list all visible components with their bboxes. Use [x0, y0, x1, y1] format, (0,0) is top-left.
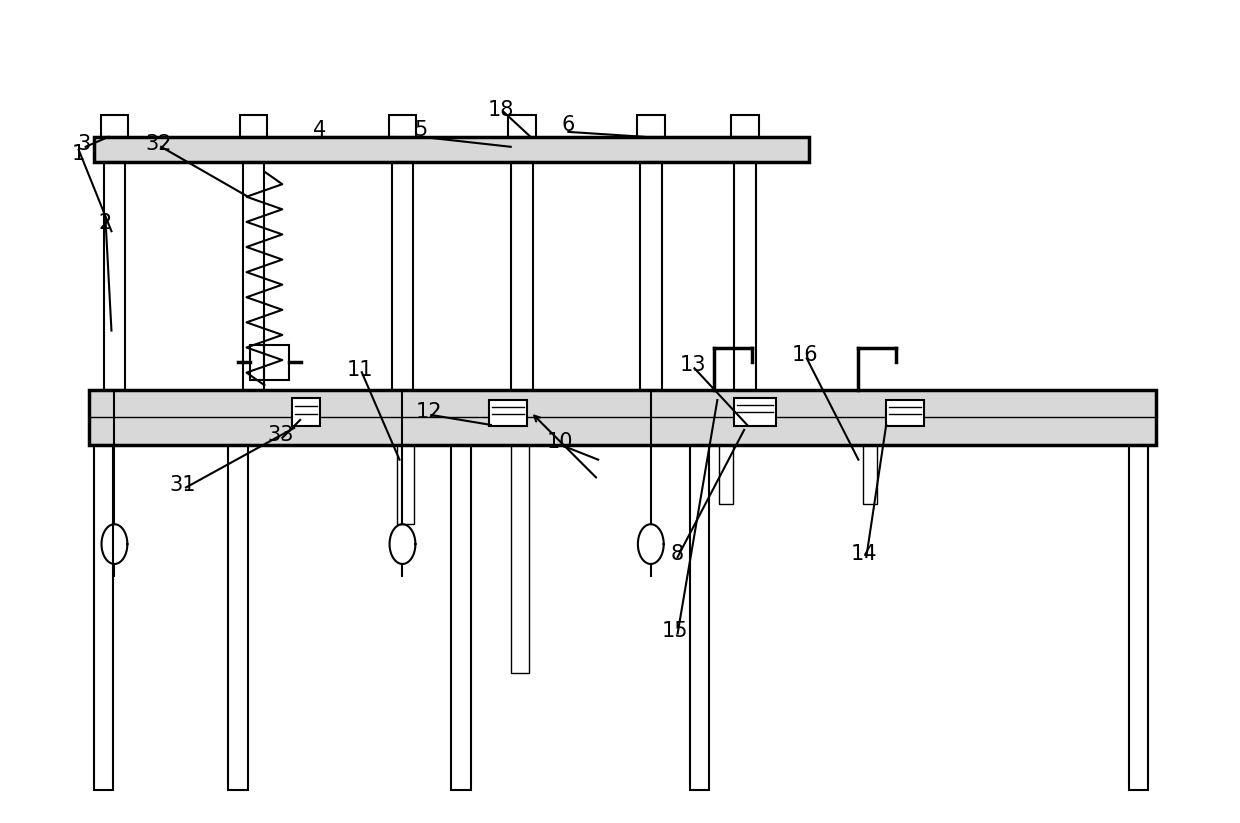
- Text: 5: 5: [414, 120, 428, 140]
- Bar: [1128, 444, 1148, 790]
- Text: 31: 31: [170, 475, 196, 495]
- Bar: [732, 115, 759, 137]
- Bar: [489, 400, 527, 425]
- Bar: [243, 161, 264, 390]
- Bar: [388, 115, 417, 137]
- Bar: [88, 390, 1157, 444]
- Text: 8: 8: [671, 544, 684, 564]
- Text: 16: 16: [791, 346, 818, 365]
- Text: 3: 3: [77, 134, 91, 154]
- Bar: [293, 398, 320, 425]
- Text: 33: 33: [267, 425, 294, 445]
- Text: 6: 6: [562, 115, 575, 135]
- Bar: [734, 161, 756, 390]
- Bar: [228, 444, 248, 790]
- Text: 13: 13: [680, 356, 706, 375]
- Bar: [100, 115, 129, 137]
- Bar: [511, 161, 533, 390]
- Text: 18: 18: [487, 100, 515, 120]
- Text: 14: 14: [851, 544, 878, 564]
- Bar: [93, 137, 808, 161]
- Bar: [637, 115, 665, 137]
- Bar: [249, 346, 289, 380]
- Text: 2: 2: [99, 213, 112, 233]
- Bar: [392, 161, 413, 390]
- Bar: [734, 398, 776, 425]
- Bar: [103, 161, 125, 390]
- Bar: [397, 444, 414, 524]
- Text: 11: 11: [346, 360, 373, 380]
- Bar: [863, 444, 877, 504]
- Bar: [511, 444, 528, 673]
- Text: 10: 10: [547, 432, 574, 452]
- Text: 12: 12: [417, 402, 443, 422]
- Bar: [719, 444, 733, 504]
- Bar: [507, 115, 536, 137]
- Bar: [239, 115, 268, 137]
- Text: 1: 1: [72, 144, 86, 164]
- Bar: [640, 161, 662, 390]
- Text: 15: 15: [661, 621, 688, 640]
- Text: 32: 32: [145, 134, 171, 154]
- Bar: [689, 444, 709, 790]
- Text: 4: 4: [314, 120, 326, 140]
- Bar: [887, 400, 924, 425]
- Bar: [451, 444, 471, 790]
- Bar: [93, 444, 113, 790]
